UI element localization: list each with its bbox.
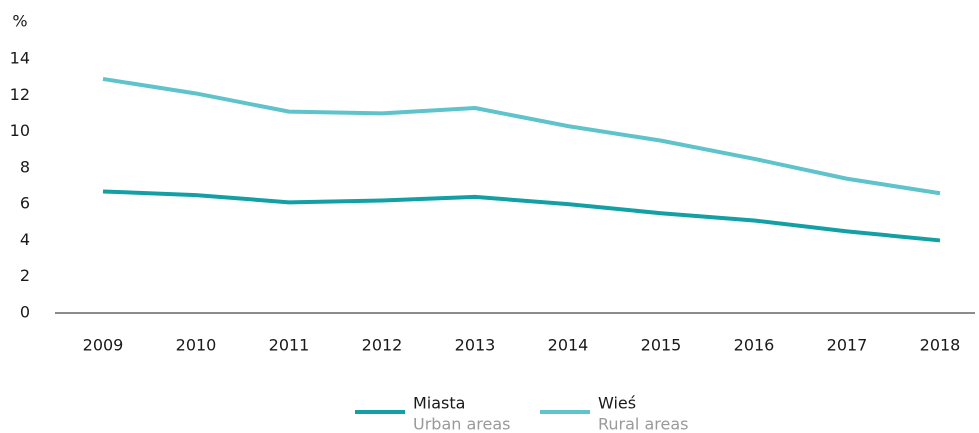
x-tick-label: 2014 [548,336,589,355]
legend-label: Wieś [598,394,636,413]
y-tick-label: 2 [20,266,30,285]
x-tick-label: 2018 [920,336,961,355]
y-tick-label: 6 [20,194,30,213]
x-tick-label: 2011 [269,336,310,355]
legend-sublabel: Rural areas [598,415,688,433]
x-tick-label: 2009 [83,336,124,355]
x-tick-label: 2013 [455,336,496,355]
x-tick-label: 2012 [362,336,403,355]
y-tick-label: 10 [10,121,30,140]
x-tick-label: 2017 [827,336,868,355]
y-axis-label: % [12,12,27,31]
line-series [102,76,941,196]
y-tick-label: 8 [20,157,30,176]
legend-label: Miasta [413,394,465,413]
y-tick-label: 0 [20,303,30,322]
y-tick-label: 12 [10,85,30,104]
x-tick-label: 2016 [734,336,775,355]
x-tick-label: 2015 [641,336,682,355]
y-tick-label: 4 [20,230,30,249]
y-tick-label: 14 [10,49,30,68]
x-tick-label: 2010 [176,336,217,355]
line-series [102,189,941,243]
legend-sublabel: Urban areas [413,415,511,433]
